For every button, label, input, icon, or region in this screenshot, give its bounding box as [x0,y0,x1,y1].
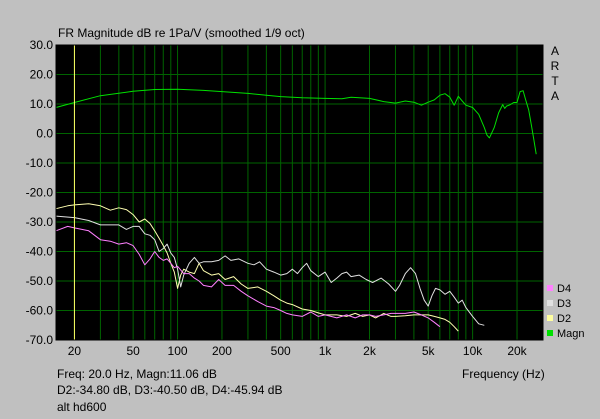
x-tick-label: 50 [126,344,140,358]
y-tick-label: 10.0 [30,97,54,111]
y-tick-label: -30.0 [26,215,54,229]
legend-item-d4[interactable]: D4 [547,282,585,297]
x-tick-label: 10k [463,344,483,358]
watermark-letter: T [551,74,559,88]
legend-swatch-d2 [547,315,553,322]
distortion-readout: D2:-34.80 dB, D3:-40.50 dB, D4:-45.94 dB [57,383,283,397]
series-magn-line [55,88,537,155]
legend-swatch-d3 [547,300,553,307]
y-tick-label: -20.0 [26,186,54,200]
legend-item-d2[interactable]: D2 [547,312,585,327]
measurement-name: alt hd600 [57,400,107,414]
legend-label: Magn [557,328,585,340]
plot-frame [55,44,544,341]
series-d2-line [55,203,459,332]
y-tick-label: -70.0 [26,333,54,347]
watermark-letter: A [550,44,559,58]
x-tick-label: 100 [168,344,188,358]
y-tick-label: 0.0 [36,127,53,141]
legend-swatch-d4 [547,285,553,292]
series-d4-line [55,225,441,328]
y-tick-label: -50.0 [26,274,54,288]
x-axis-label: Frequency (Hz) [462,367,545,381]
x-tick-label: 200 [212,344,232,358]
legend-label: D2 [557,313,572,325]
x-axis: 20 50 100 200 500 1k 2k 5k 10k 20k [68,344,528,358]
legend-label: D3 [557,298,572,310]
legend-item-magn[interactable]: Magn [547,327,585,342]
y-tick-label: 30.0 [30,38,54,52]
legend-label: D4 [557,283,572,295]
chart-title: FR Magnitude dB re 1Pa/V (smoothed 1/9 o… [58,26,305,40]
y-tick-label: -60.0 [26,304,54,318]
y-axis: 30.0 20.0 10.0 0.0 -10.0 -20.0 -30.0 -40.0 -50.0… [26,38,54,347]
legend-item-d3[interactable]: D3 [547,297,585,312]
curves [55,88,537,332]
legend: D4 D3 D2 Magn [547,282,585,342]
y-tick-label: 20.0 [30,68,54,82]
x-tick-label: 20 [68,344,82,358]
legend-swatch-magn [547,330,553,337]
x-tick-label: 500 [271,344,291,358]
x-tick-label: 1k [319,344,333,358]
watermark-letter: R [550,59,560,73]
y-tick-label: -10.0 [26,156,54,170]
y-tick-label: -40.0 [26,245,54,259]
x-tick-label: 5k [422,344,436,358]
series-d3-line [55,215,485,326]
cursor-readout: Freq: 20.0 Hz, Magn:11.06 dB [57,367,217,381]
watermark-letter: A [550,89,559,103]
x-tick-label: 20k [507,344,527,358]
x-tick-label: 2k [363,344,377,358]
arta-watermark: A R T A [549,44,561,104]
